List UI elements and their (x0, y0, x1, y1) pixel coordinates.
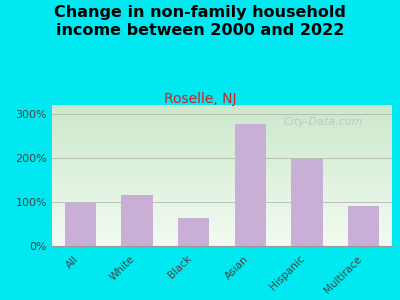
Text: Roselle, NJ: Roselle, NJ (164, 92, 236, 106)
Text: City-Data.com: City-Data.com (283, 117, 363, 127)
Bar (65, 203, 96, 246)
Bar (235, 124, 266, 246)
Bar (348, 206, 379, 246)
Bar (292, 159, 322, 246)
Bar (178, 218, 209, 246)
Text: Change in non-family household
income between 2000 and 2022: Change in non-family household income be… (54, 4, 346, 38)
Bar (122, 195, 152, 246)
